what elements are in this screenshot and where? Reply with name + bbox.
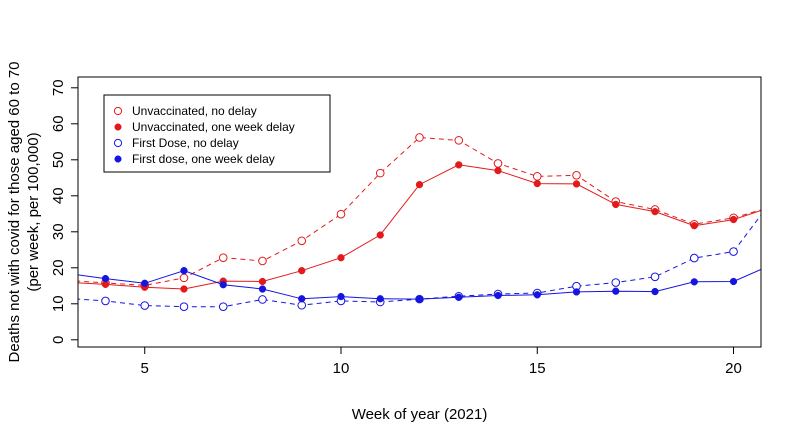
data-point — [769, 203, 776, 210]
y-tick-label: 20 — [50, 259, 67, 276]
y-tick-label: 0 — [50, 336, 67, 344]
data-point — [258, 295, 267, 304]
data-point — [218, 302, 228, 311]
data-point — [179, 302, 189, 311]
y-axis-title-line1: Deaths not with covid for those aged 60 … — [6, 61, 23, 362]
data-point — [258, 285, 267, 293]
data-point — [494, 291, 502, 300]
legend-item: First Dose, no delay — [113, 136, 239, 150]
data-point — [690, 278, 698, 286]
data-point — [612, 287, 620, 295]
data-point — [533, 179, 541, 188]
series-2 — [63, 161, 776, 293]
y-tick-label: 10 — [50, 295, 67, 312]
data-point — [258, 256, 267, 266]
legend: Unvaccinated, no delay Unvaccinated, one … — [103, 94, 331, 173]
data-point — [101, 296, 110, 306]
legend-label: First dose, one week delay — [132, 152, 275, 166]
data-point — [179, 273, 189, 283]
data-point — [769, 261, 776, 268]
data-point — [63, 279, 70, 286]
data-point — [101, 274, 110, 283]
data-point — [455, 293, 463, 301]
data-point — [690, 222, 698, 230]
data-point — [729, 277, 738, 286]
data-point — [62, 277, 70, 285]
data-point — [651, 207, 659, 216]
data-point — [455, 161, 463, 169]
data-point — [650, 272, 660, 282]
data-point — [375, 168, 385, 178]
series-line — [78, 268, 761, 300]
x-tick-label: 20 — [725, 360, 742, 377]
data-point — [376, 231, 384, 239]
x-tick-label: 5 — [141, 360, 149, 377]
legend-item: Unvaccinated, one week delay — [114, 120, 295, 134]
y-tick-label: 70 — [50, 79, 67, 96]
data-point — [141, 279, 149, 287]
data-point — [729, 215, 738, 224]
x-axis-title: Week of year (2021) — [352, 406, 488, 423]
data-point — [415, 295, 424, 303]
data-point — [298, 267, 306, 275]
y-tick-label: 50 — [50, 151, 67, 168]
legend-item: Unvaccinated, no delay — [113, 104, 257, 118]
data-point — [689, 253, 699, 263]
legend-marker — [114, 155, 122, 163]
data-point — [651, 287, 659, 296]
data-point — [180, 285, 188, 293]
legend-marker — [113, 106, 123, 116]
data-point — [532, 172, 542, 181]
series-3 — [78, 196, 777, 311]
data-point — [494, 166, 502, 175]
series-4 — [78, 261, 776, 303]
data-point — [219, 281, 227, 289]
legend-label: First Dose, no delay — [132, 136, 239, 150]
legend-item: First dose, one week delay — [114, 152, 275, 166]
data-point — [769, 203, 777, 211]
data-point — [572, 170, 581, 180]
data-point — [218, 253, 228, 263]
data-point — [729, 247, 738, 256]
legend-marker — [113, 138, 123, 148]
legend-box — [103, 94, 331, 173]
y-tick-label: 30 — [50, 223, 67, 240]
data-point — [533, 291, 541, 299]
data-point — [297, 236, 307, 246]
data-point — [769, 196, 777, 204]
legend-label: Unvaccinated, no delay — [132, 104, 257, 118]
data-point — [336, 209, 346, 219]
data-point — [612, 200, 620, 209]
plot-frame — [77, 76, 762, 348]
x-axis: 5 10 15 20 — [141, 347, 742, 377]
data-point — [493, 159, 503, 168]
data-point — [415, 133, 424, 142]
legend-label: Unvaccinated, one week delay — [132, 120, 295, 134]
x-tick-label: 15 — [529, 360, 546, 377]
data-point — [298, 295, 306, 303]
y-tick-label: 40 — [50, 187, 67, 204]
legend-marker — [114, 123, 122, 131]
y-axis: 0 10 20 30 40 50 60 70 — [50, 79, 78, 344]
data-point — [572, 288, 581, 296]
series-layer — [62, 133, 777, 311]
x-tick-label: 10 — [333, 360, 350, 377]
data-point — [140, 301, 150, 310]
data-point — [297, 300, 307, 310]
data-point — [180, 267, 188, 275]
y-tick-label: 60 — [50, 115, 67, 132]
data-point — [258, 277, 267, 286]
data-point — [415, 180, 424, 189]
data-point — [337, 254, 345, 262]
y-axis-title-line2: (per week, per 100,000) — [25, 132, 42, 291]
data-point — [376, 295, 384, 303]
data-point — [454, 136, 464, 145]
data-point — [337, 292, 345, 301]
data-point — [611, 278, 621, 287]
data-point — [572, 180, 581, 188]
